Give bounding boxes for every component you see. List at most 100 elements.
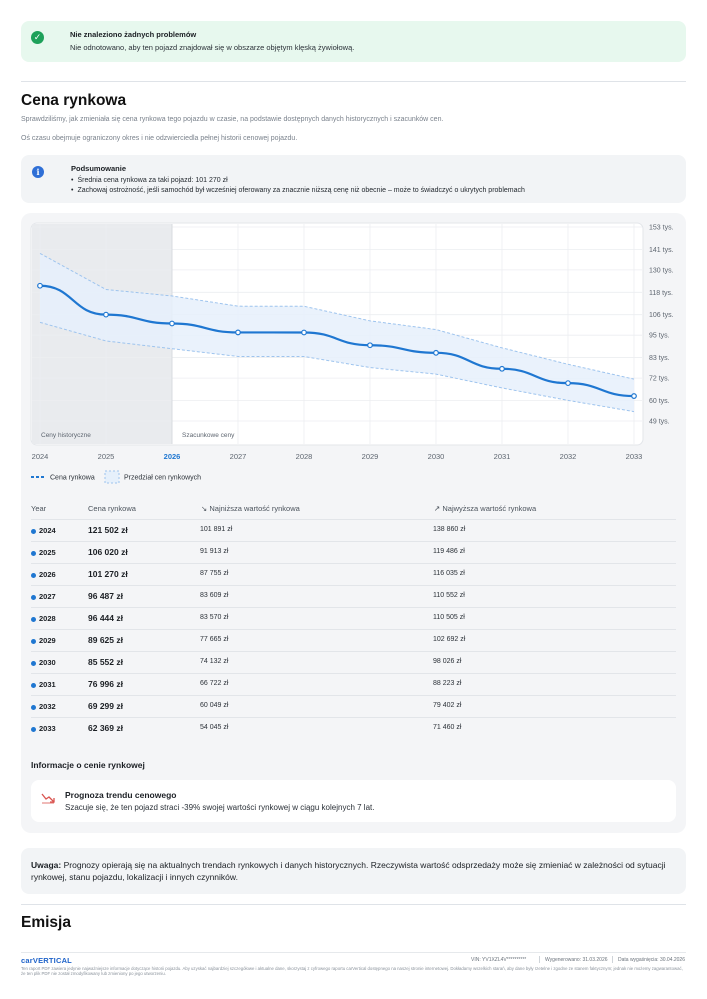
row-year: 2030 [39, 658, 56, 667]
trend-down-icon [41, 793, 55, 804]
no-problems-alert: ✓ Nie znaleziono żadnych problemów Nie o… [21, 21, 686, 62]
market-price-card: 153 tys. 141 tys. 130 tys. 118 tys. 106 tys.… [21, 213, 686, 833]
x-tick-label: 2030 [428, 452, 445, 461]
section-title-market-price: Cena rynkowa [21, 92, 127, 109]
row-low: 83 570 zł [200, 614, 229, 621]
series-dot [31, 617, 36, 622]
series-dot [31, 551, 36, 556]
row-high: 79 402 zł [433, 702, 462, 709]
row-high: 98 026 zł [433, 658, 462, 665]
footer-divider [21, 952, 686, 953]
col-year: Year [31, 504, 47, 513]
x-tick-label: 2028 [296, 452, 313, 461]
y-tick-label: 60 tys. [649, 398, 670, 405]
alert-text: Nie odnotowano, aby ten pojazd znajdował… [70, 43, 355, 52]
market-intro: Sprawdziliśmy, jak zmieniała się cena ry… [21, 116, 444, 123]
chart-legend: Cena rynkowa Przedział cen rynkowych [31, 470, 201, 484]
price-point [565, 380, 571, 387]
row-year: 2024 [39, 526, 56, 535]
x-tick-label: 2025 [98, 452, 115, 461]
row-low: 74 132 zł [200, 658, 229, 665]
footer-vin: VIN: YV1XZL4V********** [471, 957, 527, 963]
y-tick-label: 153 tys. [649, 225, 674, 232]
col-price: Cena rynkowa [88, 504, 136, 513]
x-tick-label: 2029 [362, 452, 379, 461]
note-text: Prognozy opierają się na aktualnych tren… [31, 860, 666, 882]
y-tick-label: 49 tys. [649, 419, 670, 426]
x-tick-label: 2024 [32, 452, 49, 461]
price-point [631, 393, 637, 399]
range-lower-line [39, 321, 635, 413]
row-high: 116 035 zł [433, 570, 465, 577]
row-high: 119 486 zł [433, 548, 465, 555]
table-row: 2025 106 020 zł 91 913 zł 119 486 zł [31, 541, 676, 563]
row-high: 102 692 zł [433, 636, 466, 643]
y-tick-label: 95 tys. [649, 333, 670, 340]
series-dot [31, 573, 36, 578]
row-year: 2025 [39, 548, 56, 557]
divider [21, 904, 686, 905]
table-row: 2030 85 552 zł 74 132 zł 98 026 zł [31, 651, 676, 673]
y-tick-label: 141 tys. [649, 247, 674, 254]
divider [21, 81, 686, 82]
summary-item: Zachowaj ostrożność, jeśli samochód był … [71, 186, 524, 196]
row-high: 71 460 zł [433, 724, 462, 731]
row-high: 138 860 zł [433, 526, 466, 533]
row-low: 77 665 zł [200, 636, 229, 643]
row-year: 2033 [39, 724, 56, 733]
price-point [499, 365, 505, 372]
series-dot [31, 727, 36, 732]
price-chart-container: 153 tys. 141 tys. 130 tys. 118 tys. 106 tys.… [21, 213, 686, 693]
disclaimer-note: Uwaga: Prognozy opierają się na aktualny… [21, 848, 686, 894]
row-low: 91 913 zł [200, 548, 229, 555]
legend-price-label: Cena rynkowa [50, 475, 95, 482]
row-low: 60 049 zł [200, 702, 229, 709]
row-price: 69 299 zł [88, 701, 123, 711]
row-low: 101 891 zł [200, 526, 233, 533]
series-dot [31, 595, 36, 600]
x-tick-label: 2026 [164, 452, 181, 461]
table-row: 2031 76 996 zł 66 722 zł 88 223 zł [31, 673, 676, 695]
x-tick-label: 2031 [494, 452, 511, 461]
market-timeline-note: Oś czasu obejmuje ograniczony okres i ni… [21, 135, 298, 142]
price-range-band [40, 253, 634, 412]
check-circle-icon: ✓ [31, 31, 44, 44]
price-info-title: Informacje o cenie rynkowej [31, 760, 145, 770]
row-low: 54 045 zł [200, 724, 229, 731]
footer-separator [539, 956, 540, 963]
y-tick-label: 106 tys. [649, 312, 674, 319]
price-point [433, 349, 439, 356]
row-price: 85 552 zł [88, 657, 123, 667]
range-upper-line [39, 252, 635, 380]
col-high: ↗ Najwyższa wartość rynkowa [434, 504, 537, 513]
section-title-emission: Emisja [21, 914, 71, 931]
price-point [169, 320, 175, 327]
row-price: 76 996 zł [88, 679, 123, 689]
alert-title: Nie znaleziono żadnych problemów [70, 30, 197, 39]
row-high: 88 223 zł [433, 680, 462, 687]
row-low: 87 755 zł [200, 570, 229, 577]
footer-disclaimer: Ten raport PDF zawiera jedynie najważnie… [21, 966, 683, 977]
row-price: 121 502 zł [88, 525, 128, 535]
summary-item: Średnia cena rynkowa za taki pojazd: 101… [71, 176, 525, 186]
row-year: 2027 [39, 592, 56, 601]
x-tick-label: 2027 [230, 452, 247, 461]
summary-title: Podsumowanie [71, 164, 127, 173]
price-point [235, 329, 241, 336]
y-tick-label: 72 tys. [649, 376, 670, 383]
table-row: 2028 96 444 zł 83 570 zł 110 505 zł [31, 607, 676, 629]
row-year: 2028 [39, 614, 56, 623]
table-row: 2024 121 502 zł 101 891 zł 138 860 zł [31, 519, 676, 541]
series-dot [31, 683, 36, 688]
row-high: 110 552 zł [433, 592, 465, 599]
y-tick-label: 83 tys. [649, 355, 670, 362]
row-low: 83 609 zł [200, 592, 229, 599]
price-point [37, 282, 43, 289]
price-line [39, 284, 635, 398]
historical-prices-label: Ceny historyczne [41, 432, 91, 439]
row-price: 101 270 zł [88, 569, 128, 579]
y-tick-label: 130 tys. [649, 267, 674, 274]
row-price: 96 487 zł [88, 591, 123, 601]
trend-forecast-box: Prognoza trendu cenowego Szacuje się, że… [31, 780, 676, 822]
row-year: 2029 [39, 636, 56, 645]
